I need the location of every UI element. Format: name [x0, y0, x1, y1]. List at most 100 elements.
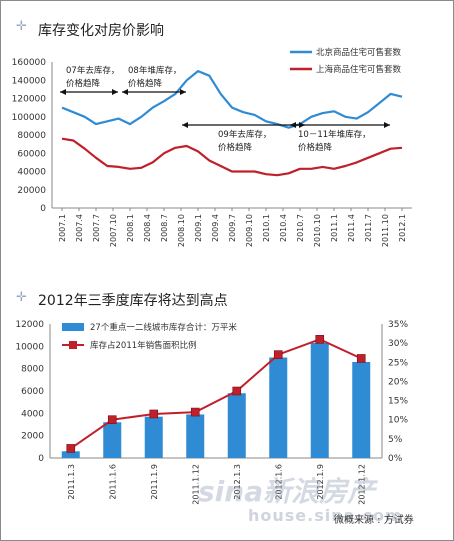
x-tick-label: 2009.4 — [211, 214, 220, 242]
right-tick-label: 10% — [388, 416, 408, 426]
y-tick-label: 80000 — [17, 131, 46, 141]
left-tick-label: 2000 — [21, 432, 44, 442]
x-tick-label: 2012.1.3 — [233, 464, 242, 500]
x-tick-label: 2010.10 — [313, 214, 322, 247]
bar — [227, 393, 246, 458]
annotation-arrowhead — [290, 122, 296, 128]
x-tick-label: 2008.1 — [126, 214, 135, 242]
right-tick-label: 5% — [388, 435, 403, 445]
right-tick-label: 20% — [388, 377, 408, 387]
ratio-point — [315, 335, 325, 344]
bar — [352, 361, 371, 458]
x-tick-label: 2008.4 — [143, 214, 152, 242]
annotation-arrowhead — [182, 122, 188, 128]
x-tick-label: 2010.4 — [279, 214, 288, 242]
series-line-2 — [61, 137, 403, 177]
x-tick-label: 2011.1.6 — [108, 464, 117, 500]
x-tick-label: 2007.1 — [58, 214, 67, 242]
x-tick-label: 2012.1.12 — [357, 464, 366, 505]
ratio-point — [232, 386, 242, 396]
chart1-title: 库存变化对房价影响 — [38, 23, 164, 39]
annotation-arrowhead — [60, 89, 66, 95]
bar — [144, 416, 163, 458]
annotation-text: 价格趋降 — [298, 142, 333, 153]
x-tick-label: 2011.7 — [364, 214, 373, 242]
annotation-text: 10－11年堆库存， — [298, 129, 371, 140]
y-tick-label: 120000 — [12, 95, 47, 105]
sina-watermark: sina新浪房产 — [198, 475, 376, 508]
inventory-line-chart: 0 20000 40000 60000 80000 100000 120000 140000 1… — [12, 47, 412, 247]
left-tick-label: 10000 — [15, 342, 44, 352]
x-tick-label: 2007.7 — [92, 214, 101, 242]
x-tick-label: 2007.10 — [109, 214, 118, 247]
left-tick-label: 0 — [38, 454, 44, 464]
left-tick-label: 12000 — [15, 320, 44, 330]
legend-swatch — [69, 341, 77, 349]
annotation-text: 07年去库存， — [66, 65, 119, 76]
ratio-point — [273, 350, 283, 359]
x-tick-label: 2009.10 — [245, 214, 254, 247]
left-tick-label: 6000 — [21, 387, 44, 397]
x-tick-label: 2012.1.6 — [274, 464, 283, 500]
x-tick-label: 2009.1 — [194, 214, 203, 242]
x-tick-label: 2009.7 — [228, 214, 237, 242]
sina-url-watermark: house.sina.com — [248, 506, 403, 525]
y-tick-label: 0 — [40, 204, 46, 214]
x-tick-label: 2012.1.9 — [316, 464, 325, 500]
legend-swatch — [62, 323, 84, 331]
right-tick-label: 25% — [388, 358, 408, 368]
right-tick-label: 0% — [388, 454, 403, 464]
x-tick-label: 2011.1.9 — [150, 464, 159, 500]
inventory-bar-chart: 0 2000 4000 6000 8000 10000 12000 0% 5% 10% 15% 20%… — [15, 320, 408, 505]
left-tick-label: 8000 — [21, 365, 44, 375]
annotation-text: 08年堆库存， — [128, 65, 181, 76]
x-tick-label: 2010.1 — [262, 214, 271, 242]
left-tick-label: 4000 — [21, 409, 44, 419]
annotation-text: 价格趋降 — [128, 78, 163, 89]
ratio-line — [70, 338, 362, 450]
x-tick-label: 2012.1 — [398, 214, 407, 242]
legend-label: 27个重点一二线城市库存合计：万平米 — [90, 322, 237, 333]
y-tick-label: 20000 — [17, 186, 46, 196]
annotation-text: 价格趋降 — [66, 78, 101, 89]
plus-icon: ✛ — [16, 290, 27, 305]
bar — [269, 357, 288, 458]
bar — [310, 342, 329, 458]
x-tick-label: 2011.10 — [381, 214, 390, 247]
y-tick-label: 100000 — [12, 113, 47, 123]
legend-label: 库存占2011年销售面积比例 — [90, 340, 197, 351]
ratio-point — [190, 407, 200, 417]
bar — [103, 422, 122, 458]
x-tick-label: 2007.4 — [75, 214, 84, 242]
x-tick-label: 2008.10 — [177, 214, 186, 247]
ratio-point — [149, 409, 159, 419]
x-tick-label: 2011.1.3 — [67, 464, 76, 500]
right-tick-label: 35% — [388, 320, 408, 330]
x-tick-label: 2011.1.12 — [191, 464, 200, 505]
annotation-arrowhead — [112, 89, 118, 95]
y-tick-label: 40000 — [17, 168, 46, 178]
bar — [186, 414, 205, 458]
annotation-text: 价格趋降 — [218, 142, 253, 153]
y-tick-label: 160000 — [12, 58, 47, 68]
source-credit: 微概来源 : 方试券 — [334, 515, 414, 526]
right-tick-label: 30% — [388, 339, 408, 349]
x-tick-label: 2008.7 — [160, 214, 169, 242]
x-tick-label: 2010.7 — [296, 214, 305, 242]
y-tick-label: 60000 — [17, 149, 46, 159]
chart2-title: 2012年三季度库存将达到高点 — [38, 293, 228, 309]
annotation-arrowhead — [384, 122, 390, 128]
series-line-1 — [61, 70, 403, 129]
x-tick-label: 2011.1 — [330, 214, 339, 242]
ratio-point — [356, 354, 366, 363]
ratio-point — [66, 444, 76, 453]
annotation-text: 09年去库存， — [218, 129, 271, 140]
plus-icon: ✛ — [16, 19, 27, 34]
bar — [61, 451, 80, 458]
x-tick-label: 2011.4 — [347, 214, 356, 242]
legend-label: 北京商品住宅可售套数 — [316, 47, 402, 58]
y-tick-label: 140000 — [12, 76, 47, 86]
legend-label: 上海商品住宅可售套数 — [316, 64, 402, 75]
annotation-arrowhead — [180, 89, 186, 95]
right-tick-label: 15% — [388, 397, 408, 407]
